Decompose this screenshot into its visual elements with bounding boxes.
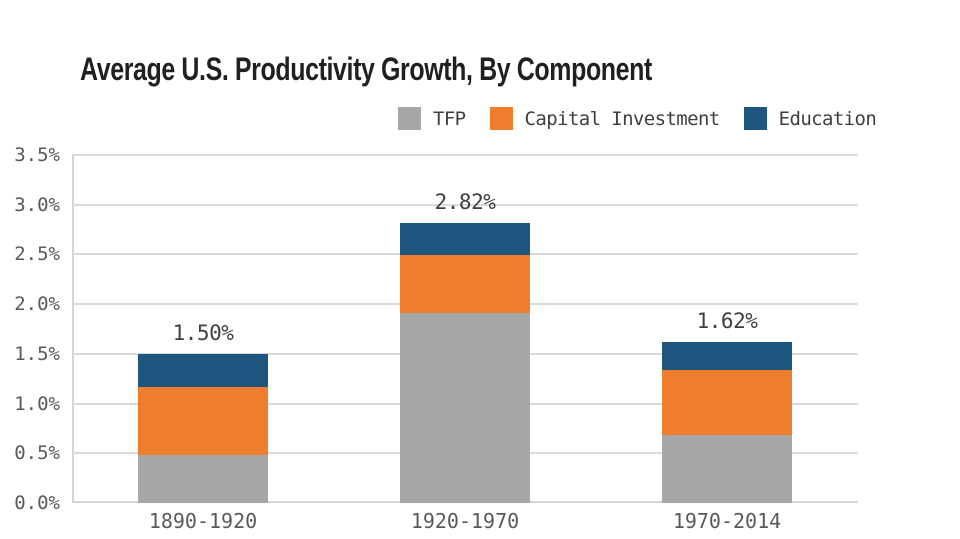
bar-total-label-1890-1920: 1.50% — [172, 320, 234, 345]
plot-area: 0.0% 0.5% 1.0% 1.5% 2.0% 2.5% 3.0% 3.5% 1.50% 189… — [14, 144, 858, 532]
bar-segment-education-1920-1970 — [400, 222, 530, 256]
gridline-3-0- — [72, 203, 858, 206]
bar-segment-capital-investment-1970-2014 — [662, 369, 792, 436]
bar-segment-education-1890-1920 — [138, 353, 268, 387]
legend-swatch-tfp — [398, 107, 421, 130]
bar-total-label-1970-2014: 1.62% — [696, 308, 758, 333]
y-axis-line — [72, 155, 74, 503]
bar-group-1920-1970 — [400, 222, 530, 503]
chart-title: Average U.S. Productivity Growth, By Com… — [80, 51, 652, 87]
legend-item-education: Education — [743, 107, 877, 130]
bar-group-1890-1920 — [138, 353, 268, 503]
bar-segment-capital-investment-1890-1920 — [138, 386, 268, 456]
bar-segment-capital-investment-1920-1970 — [400, 255, 530, 314]
bar-segment-tfp-1920-1970 — [400, 313, 530, 503]
y-axis-label-2-0-: 2.0% — [14, 293, 60, 316]
gridline-3-5- — [72, 154, 858, 156]
x-axis-label-1890-1920: 1890-1920 — [148, 509, 258, 533]
legend-swatch-capital-investment — [489, 107, 513, 130]
legend-label: TFP — [433, 107, 466, 130]
y-axis-label-1-0-: 1.0% — [14, 392, 60, 415]
legend-item-tfp: TFP — [398, 107, 466, 130]
legend-label: Education — [778, 107, 877, 130]
legend: TFP Capital Investment Education — [398, 107, 900, 130]
bar-segment-tfp-1890-1920 — [138, 455, 268, 503]
x-axis-label-1920-1970: 1920-1970 — [410, 509, 520, 533]
legend-swatch-education — [743, 107, 767, 130]
legend-label: Capital Investment — [524, 107, 721, 130]
y-axis-label-2-5-: 2.5% — [14, 243, 60, 266]
y-axis-label-1-5-: 1.5% — [14, 342, 60, 365]
y-axis-label-3-5-: 3.5% — [14, 144, 60, 166]
y-axis-label-0-0-: 0.0% — [14, 492, 60, 514]
y-axis-label-3-0-: 3.0% — [14, 193, 60, 216]
bar-segment-education-1970-2014 — [662, 341, 792, 370]
y-axis-label-0-5-: 0.5% — [14, 442, 60, 465]
x-axis-label-1970-2014: 1970-2014 — [672, 509, 782, 533]
legend-item-capital-investment: Capital Investment — [489, 107, 721, 130]
bar-group-1970-2014 — [662, 341, 792, 503]
bar-total-label-1920-1970: 2.82% — [434, 189, 496, 214]
bar-segment-tfp-1970-2014 — [662, 435, 792, 503]
